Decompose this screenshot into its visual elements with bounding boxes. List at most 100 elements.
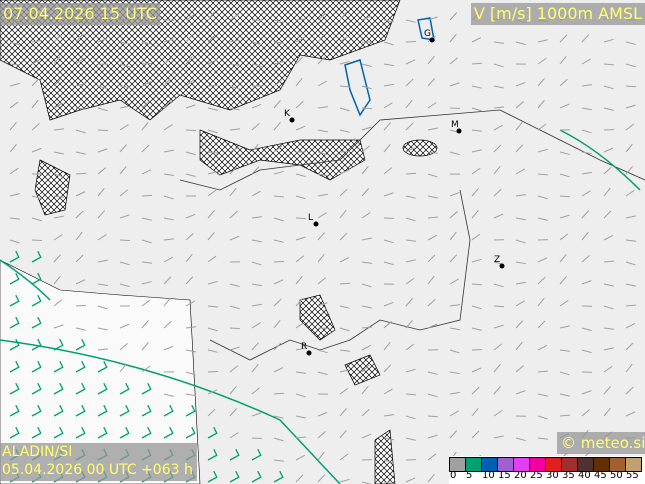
wind-barb: [317, 212, 327, 219]
wind-barb: [75, 107, 86, 110]
legend-label: 55: [626, 470, 639, 481]
wind-barb: [75, 191, 86, 197]
wind-barb: [163, 149, 174, 153]
wind-barb: [339, 430, 347, 439]
wind-barb: [31, 147, 42, 153]
wind-barb: [471, 107, 482, 112]
wind-barb: [405, 217, 416, 222]
wind-barb: [625, 363, 633, 373]
wind-barb: [471, 149, 482, 153]
wind-barb: [31, 40, 42, 43]
wind-barb: [339, 188, 348, 197]
wind-barb: [515, 281, 526, 285]
wind-barb: [229, 85, 240, 90]
wind-barb: [53, 151, 64, 155]
wind-barb: [515, 437, 526, 442]
wind-barb: [493, 188, 502, 197]
wind-barb: [581, 210, 590, 219]
cloud-hatch-west: [34, 159, 71, 216]
wind-barb: [141, 217, 152, 221]
wind-barb: [229, 385, 237, 395]
wind-barb: [31, 316, 42, 329]
wind-barb: [273, 79, 283, 87]
wind-barb: [97, 148, 108, 153]
wind-barb: [207, 408, 216, 417]
wind-barb: [141, 62, 153, 65]
wind-barb: [339, 349, 350, 352]
wind-barb: [141, 144, 150, 153]
wind-barb: [229, 408, 237, 417]
wind-barb: [229, 146, 239, 153]
wind-barb: [361, 63, 372, 67]
wind-barb: [207, 305, 219, 308]
wind-barb: [229, 39, 240, 43]
wind-barb: [141, 41, 152, 45]
wind-barb: [75, 254, 84, 263]
city-label: R: [301, 342, 307, 352]
wind-barb: [185, 129, 197, 132]
wind-barb: [559, 414, 571, 417]
wind-barb: [141, 261, 152, 264]
city-label: K: [284, 109, 291, 119]
wind-barb: [9, 360, 20, 373]
wind-barb: [471, 188, 479, 197]
wind-barb: [273, 19, 284, 24]
wind-barb: [163, 57, 173, 65]
wind-barb: [97, 426, 108, 439]
wind-barb: [75, 327, 86, 331]
wind-barb: [97, 283, 108, 287]
wind-barb: [471, 210, 479, 219]
wind-barb: [251, 41, 262, 46]
wind-barb: [405, 78, 414, 87]
wind-barb: [119, 404, 130, 417]
wind-barb: [559, 151, 570, 155]
wind-barb: [383, 388, 393, 395]
wind-barb: [9, 101, 19, 109]
wind-barb: [339, 408, 347, 417]
wind-barb: [9, 272, 20, 285]
wind-barb: [75, 426, 86, 439]
wind-barb: [141, 342, 149, 351]
legend-label: 40: [578, 470, 591, 481]
wind-barb: [53, 128, 64, 131]
wind-barb: [31, 217, 42, 222]
wind-barb: [537, 393, 548, 397]
wind-barb: [449, 349, 460, 354]
legend-label: 0: [450, 470, 457, 481]
wind-barb: [9, 82, 20, 87]
wind-barb: [273, 239, 284, 243]
wind-barbs: [9, 11, 637, 484]
wind-barb: [251, 19, 263, 22]
wind-barb: [625, 342, 634, 351]
wind-barb: [339, 282, 351, 285]
wind-barb: [53, 34, 62, 43]
wind-barb: [581, 129, 592, 134]
wind-barb: [163, 426, 174, 439]
wind-barb: [9, 167, 19, 175]
wind-barb: [449, 57, 459, 65]
wind-barb: [603, 166, 612, 175]
wind-barb: [603, 365, 613, 373]
wind-barb: [515, 390, 526, 395]
wind-barb: [317, 12, 326, 21]
wind-barb: [185, 326, 196, 329]
wind-barb: [317, 106, 328, 109]
wind-barb: [273, 470, 284, 483]
wind-barb: [559, 103, 570, 109]
wind-barb: [163, 345, 174, 351]
wind-barb: [515, 320, 524, 329]
wind-barb: [251, 143, 259, 153]
wind-barb: [119, 189, 129, 197]
wind-barb: [207, 255, 217, 263]
wind-barb: [427, 298, 436, 307]
wind-barb: [361, 364, 370, 373]
wind-barb: [427, 173, 438, 178]
wind-barb: [295, 322, 305, 329]
wind-barb: [163, 404, 174, 417]
wind-barb: [31, 404, 42, 417]
wind-barb: [31, 360, 42, 373]
wind-barb: [119, 382, 130, 395]
wind-barb: [163, 276, 172, 285]
wind-barb: [339, 453, 349, 461]
wind-barb: [75, 382, 86, 395]
